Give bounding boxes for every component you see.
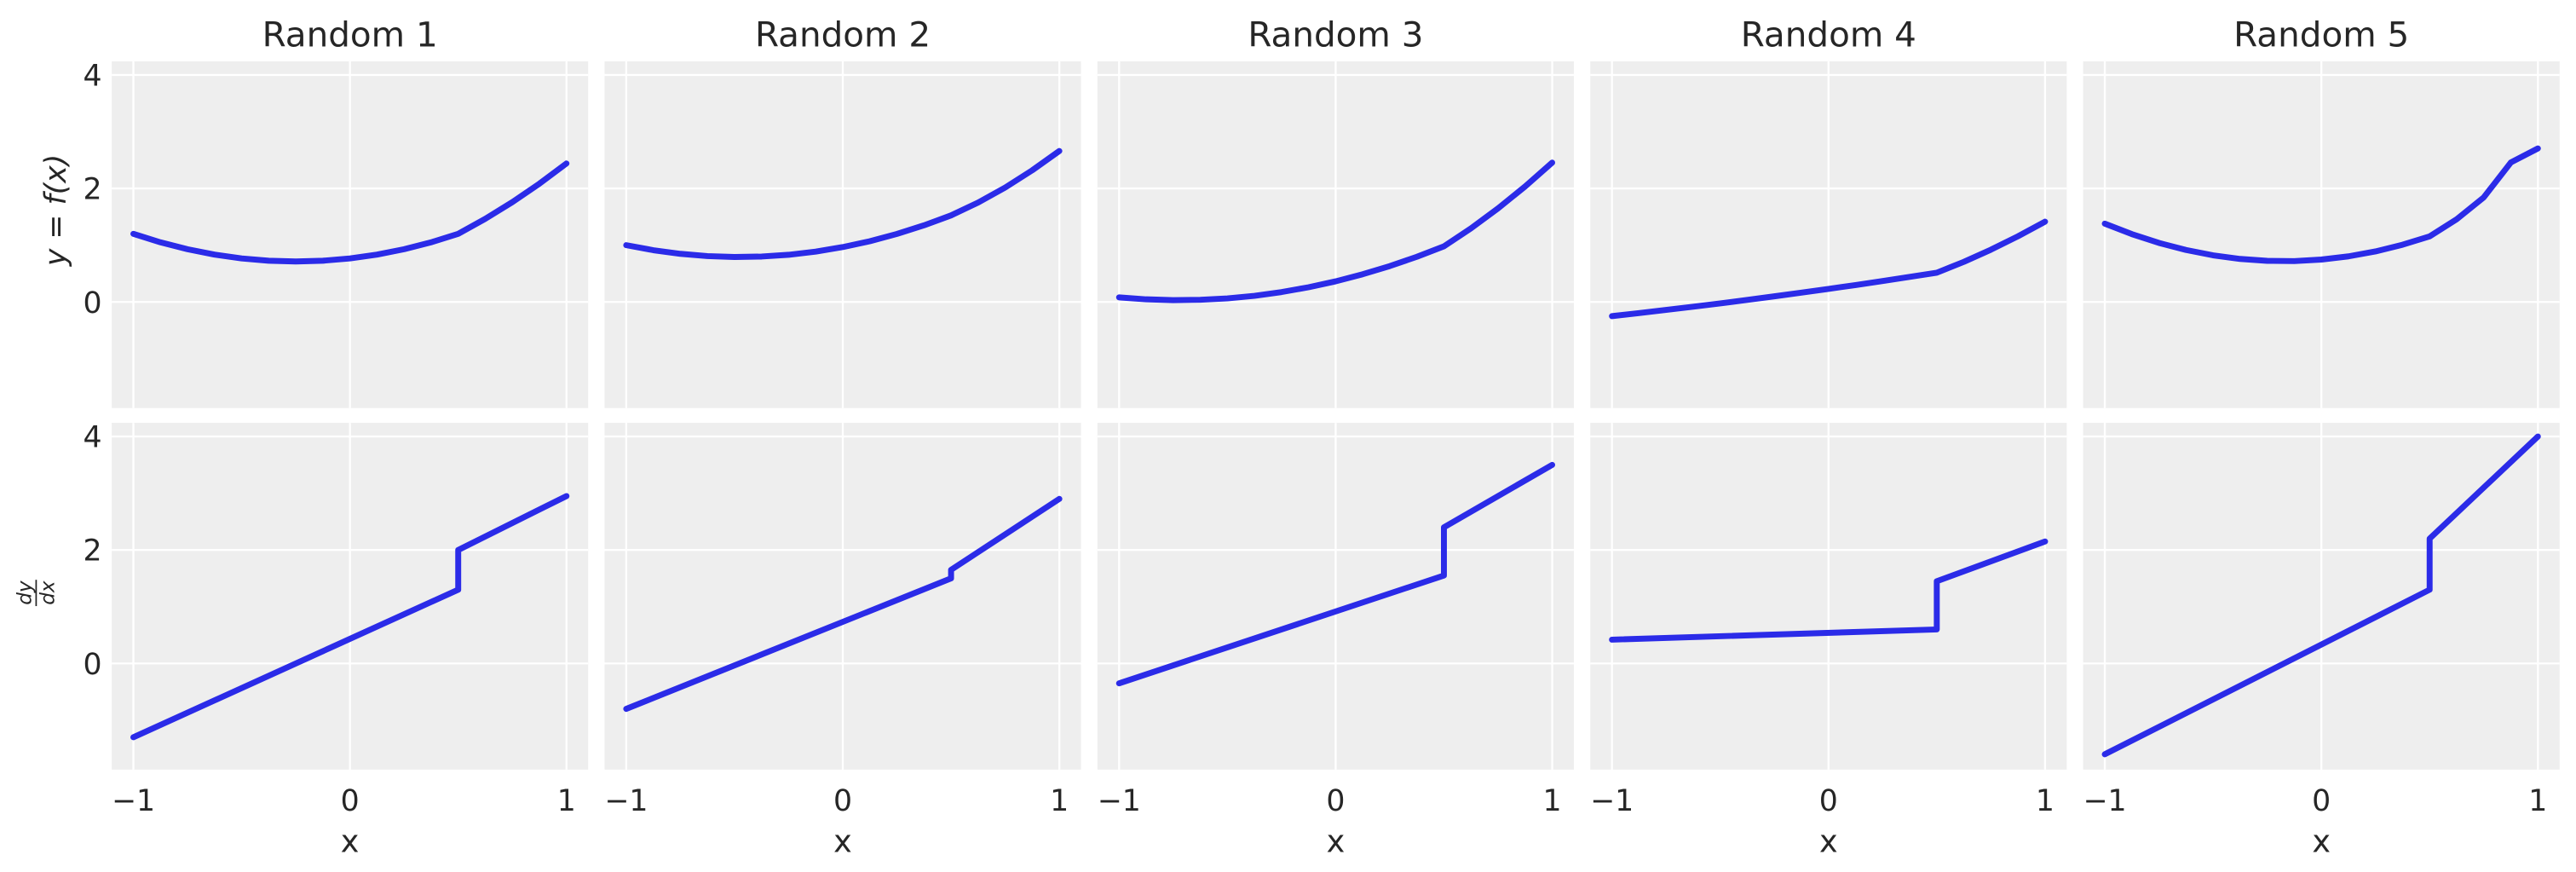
x-tick-label: 0 [833, 784, 852, 818]
x-tick-label: −1 [112, 784, 155, 818]
subplot-top-3: Random 3 [1097, 14, 1574, 408]
subplot-top-5: Random 5 [2083, 14, 2560, 408]
y-tick-label: 0 [83, 648, 101, 682]
subplot-top-4: Random 4 [1590, 14, 2067, 408]
y-label-denominator: dx [37, 580, 60, 605]
subplot-bottom-2: −1 0 1 x [604, 423, 1081, 859]
x-tick-label: 1 [1543, 784, 1562, 818]
subplot-title: Random 1 [262, 14, 438, 55]
series-line [1115, 159, 1556, 303]
x-tick-label: 0 [1819, 784, 1838, 818]
series-line [130, 493, 570, 741]
x-axis-label: x [1819, 823, 1838, 859]
x-tick-label: 1 [1050, 784, 1069, 818]
subplot-grid: Random 1 0 2 4 y = f(x) Random 2 Random 3 Rando… [14, 14, 2560, 859]
y-label-numerator: dy [14, 580, 37, 605]
x-tick-label: 0 [341, 784, 360, 818]
y-tick-label: 0 [83, 286, 101, 321]
y-axis-label: dy dx [14, 580, 60, 607]
x-tick-label: 1 [2036, 784, 2054, 818]
x-tick-label: −1 [2083, 784, 2126, 818]
subplot-title: Random 4 [1741, 14, 1916, 55]
x-axis-label: x [833, 823, 852, 859]
x-tick-label: 0 [2312, 784, 2331, 818]
series-line [1609, 218, 2049, 320]
series-line [623, 147, 1063, 260]
subplot-title: Random 5 [2233, 14, 2409, 55]
subplot-bottom-5: −1 0 1 x [2083, 423, 2560, 859]
subplot-top-2: Random 2 [604, 14, 1081, 408]
x-tick-label: −1 [1590, 784, 1634, 818]
series-line [2101, 145, 2541, 264]
x-tick-label: 0 [1326, 784, 1345, 818]
x-tick-label: 1 [2528, 784, 2547, 818]
y-axis-label: y = f(x) [39, 154, 73, 267]
series-line [130, 160, 570, 265]
subplot-title: Random 3 [1248, 14, 1423, 55]
y-tick-label: 4 [83, 421, 101, 455]
x-axis-label: x [1327, 823, 1346, 859]
series-line [1115, 461, 1556, 687]
subplot-bottom-1: 0 2 4 −1 0 1 x dy dx [14, 421, 589, 859]
y-tick-label: 2 [83, 173, 101, 207]
subplot-bottom-3: −1 0 1 x [1098, 423, 1574, 859]
subplot-title: Random 2 [755, 14, 931, 55]
x-tick-label: −1 [604, 784, 648, 818]
series-line [623, 495, 1063, 713]
x-tick-label: 1 [557, 784, 576, 818]
y-tick-label: 4 [83, 59, 101, 93]
series-line [1609, 538, 2049, 643]
subplot-top-1: Random 1 0 2 4 y = f(x) [39, 14, 589, 408]
series-line [2101, 433, 2541, 758]
subplot-bottom-4: −1 0 1 x [1590, 423, 2067, 859]
x-tick-label: −1 [1098, 784, 1141, 818]
x-axis-label: x [341, 823, 360, 859]
y-tick-label: 2 [83, 534, 101, 569]
x-axis-label: x [2312, 823, 2331, 859]
